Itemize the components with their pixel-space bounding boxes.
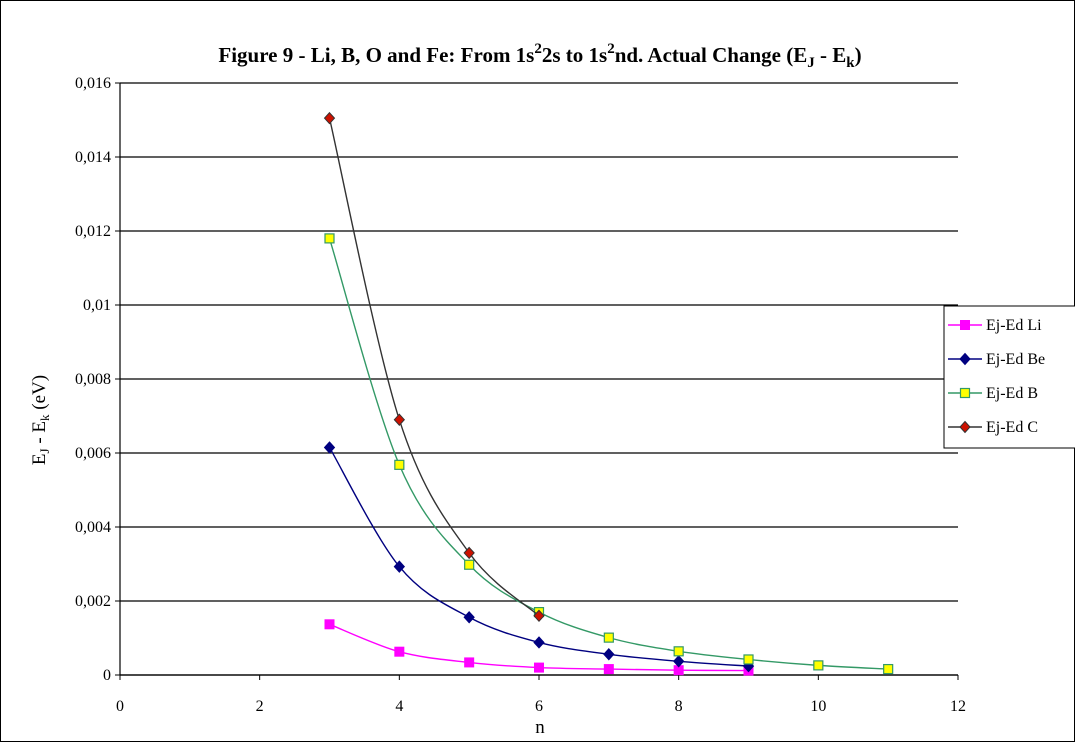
legend: Ej-Ed Li Ej-Ed Be Ej-Ed B Ej-Ed C [943,305,1075,449]
data-point [394,646,405,657]
data-point [673,646,684,657]
y-tick-label: 0,014 [75,149,111,166]
y-tick-label: 0,006 [75,445,111,462]
series-line [328,117,540,617]
series-4 [323,111,545,623]
data-point [324,233,335,244]
y-axis-title: EJ - Ek (eV) [29,375,52,465]
data-point [464,657,475,668]
series-2 [323,441,755,673]
data-point [533,609,545,623]
data-point [534,662,544,673]
x-tick-label: 10 [810,698,826,715]
x-tick-label: 6 [535,698,543,715]
legend-swatch-marker [960,320,970,330]
data-point [883,663,894,675]
y-tick-label: 0,012 [75,223,111,240]
axes: 0 0,002 0,004 0,006 0,008 0,01 0,012 0,014 0,016… [75,75,966,715]
x-tick-label: 4 [395,698,403,715]
series-1 [324,619,754,676]
data-point [813,660,824,671]
data-point [603,632,614,643]
y-tick-label: 0 [103,667,111,684]
data-point [463,546,475,560]
data-point [393,413,406,426]
data-point [323,441,336,454]
series-group [323,111,894,676]
legend-swatch-marker [959,387,971,399]
legend-label: Ej-Ed B [986,385,1038,402]
y-tick-label: 0,016 [75,75,111,92]
series-line [328,238,889,670]
legend-item: Ej-Ed Li [948,317,1042,334]
legend-swatch-marker [959,352,971,366]
legend-label: Ej-Ed Li [986,317,1042,334]
data-point [743,654,754,665]
data-point [323,111,336,125]
legend-item: Ej-Ed B [948,385,1038,402]
data-point [464,559,475,570]
legend-label: Ej-Ed C [986,419,1038,436]
y-tick-label: 0,01 [83,297,111,314]
legend-item: Ej-Ed Be [948,351,1045,368]
data-point [672,655,685,668]
x-tick-label: 12 [950,698,966,715]
x-tick-label: 0 [116,698,124,715]
chart-title: Figure 9 - Li, B, O and Fe: From 1s22s t… [218,41,861,71]
data-point [324,619,335,630]
legend-label: Ej-Ed Be [986,351,1045,368]
data-point [393,560,406,573]
data-point [603,648,615,661]
data-point [533,636,545,649]
data-point [603,664,614,675]
data-point [394,459,405,470]
x-tick-label: 8 [675,698,683,715]
y-tick-label: 0,002 [75,593,111,610]
x-axis-title: n [535,717,545,738]
y-tick-label: 0,008 [75,371,111,388]
data-point [463,611,475,624]
y-tick-label: 0,004 [75,519,111,536]
legend-item: Ej-Ed C [948,419,1038,436]
legend-swatch-marker [959,420,971,434]
x-tick-label: 2 [256,698,264,715]
